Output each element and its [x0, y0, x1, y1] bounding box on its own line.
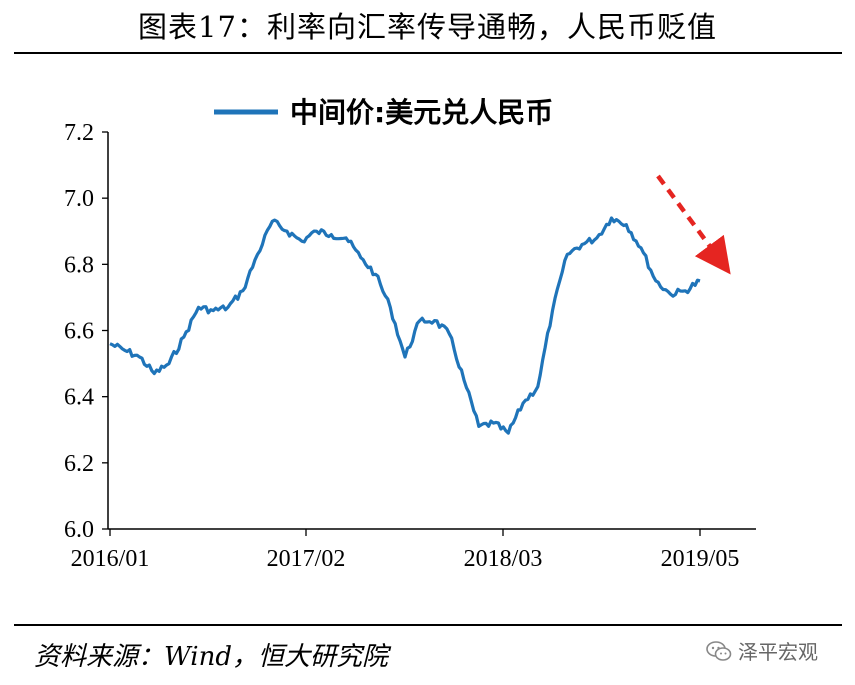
annotation-arrow [656, 174, 731, 275]
y-tick-label: 6.6 [64, 319, 94, 345]
x-tick-label: 2018/03 [464, 546, 543, 572]
y-tick-label: 7.0 [64, 186, 94, 212]
watermark: 泽平宏观 [706, 636, 818, 665]
x-tick-label: 2017/02 [267, 546, 346, 572]
tick-labels: 6.0 6.2 6.4 6.6 6.8 7.0 7.2 2016/01 2017/02 2018/… [64, 120, 739, 572]
line-chart: 6.0 6.2 6.4 6.6 6.8 7.0 7.2 2016/01 2017/02 2018/… [64, 96, 756, 572]
x-tick-label: 2016/01 [71, 546, 150, 572]
bottom-rule [14, 624, 842, 626]
wechat-icon [706, 640, 732, 661]
legend-label: 中间价:美元兑人民币 [290, 96, 553, 129]
y-tick-label: 6.0 [64, 517, 94, 543]
y-tick-label: 6.4 [64, 385, 94, 411]
plot-area [109, 216, 701, 435]
chart-legend: 中间价:美元兑人民币 [214, 96, 553, 129]
downward-arrow [656, 174, 731, 275]
y-tick-label: 6.2 [64, 451, 94, 477]
figure-title: 图表17：利率向汇率传导通畅，人民币贬值 [138, 10, 717, 44]
watermark-text: 泽平宏观 [738, 640, 818, 664]
series-line-0 [109, 216, 701, 435]
chart-axes [102, 131, 756, 536]
top-rule [14, 52, 842, 54]
source-note: 资料来源：Wind，恒大研究院 [34, 642, 388, 672]
y-tick-label: 7.2 [64, 120, 94, 146]
y-tick-label: 6.8 [64, 252, 94, 278]
x-tick-label: 2019/05 [661, 546, 740, 572]
